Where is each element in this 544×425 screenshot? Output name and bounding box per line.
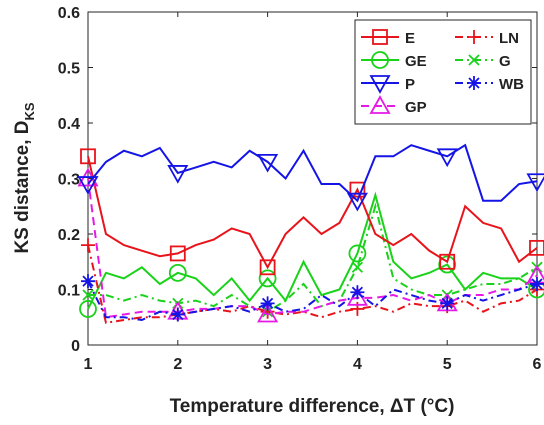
marker	[167, 165, 189, 184]
marker	[82, 289, 94, 301]
marker	[168, 263, 187, 282]
x-tick-label: 2	[173, 356, 182, 373]
legend-marker	[369, 75, 391, 94]
y-axis-label: KS distance, DKS	[12, 102, 37, 253]
legend-label: P	[405, 76, 415, 93]
series	[80, 148, 544, 276]
marker	[436, 148, 458, 168]
series	[79, 191, 544, 318]
y-tick-label: 0.4	[58, 116, 80, 133]
y-tick-label: 0.6	[58, 5, 80, 22]
marker	[349, 181, 366, 198]
x-tick-label: 1	[84, 356, 93, 373]
legend-label: LN	[499, 30, 519, 47]
marker	[530, 276, 544, 291]
marker	[170, 307, 185, 322]
series-line	[87, 191, 538, 310]
series-line	[87, 156, 538, 270]
marker	[259, 259, 276, 276]
marker	[351, 261, 364, 273]
series-line	[87, 244, 538, 324]
series	[77, 143, 544, 212]
marker	[350, 285, 365, 300]
legend-marker	[371, 51, 389, 69]
legend-marker	[467, 76, 481, 90]
y-tick-label: 0.5	[58, 61, 80, 78]
legend-marker	[468, 54, 480, 66]
x-tick-label: 4	[353, 356, 362, 373]
marker	[440, 296, 455, 311]
marker	[438, 255, 457, 274]
marker	[526, 173, 544, 193]
marker	[439, 253, 456, 270]
legend-label: E	[405, 30, 415, 47]
y-tick-label: 0.3	[58, 172, 80, 189]
legend-label: WB	[499, 76, 524, 93]
marker	[529, 239, 544, 256]
x-tick-label: 5	[443, 356, 452, 373]
marker	[81, 238, 95, 253]
series-line	[87, 178, 538, 319]
marker	[79, 300, 97, 318]
marker	[257, 303, 279, 323]
y-axis-label-subscript: KS	[22, 102, 37, 120]
legend-label: G	[499, 53, 511, 70]
series-line	[88, 202, 538, 313]
legend-label: GE	[405, 53, 427, 70]
marker	[80, 148, 96, 165]
marker	[348, 244, 367, 263]
marker	[81, 274, 95, 289]
y-tick-label: 0	[71, 338, 80, 355]
y-tick-label: 0.2	[58, 227, 80, 244]
marker	[169, 245, 186, 262]
series-line	[87, 280, 538, 322]
x-axis-label: Temperature difference, ΔT (°C)	[170, 396, 455, 417]
legend-marker	[369, 95, 391, 114]
legend-label: GP	[405, 99, 427, 116]
x-tick-label: 6	[533, 356, 542, 373]
marker	[257, 153, 279, 173]
series	[81, 274, 544, 322]
x-tick-label: 3	[263, 356, 272, 373]
legend-marker	[467, 30, 481, 44]
series-line	[87, 143, 538, 203]
marker	[346, 192, 368, 212]
legend-marker	[372, 29, 388, 45]
marker	[258, 269, 277, 288]
marker	[260, 296, 275, 311]
y-axis-label-main: KS distance, D	[12, 121, 33, 254]
marker	[77, 176, 99, 195]
y-tick-label: 0.1	[58, 283, 80, 300]
